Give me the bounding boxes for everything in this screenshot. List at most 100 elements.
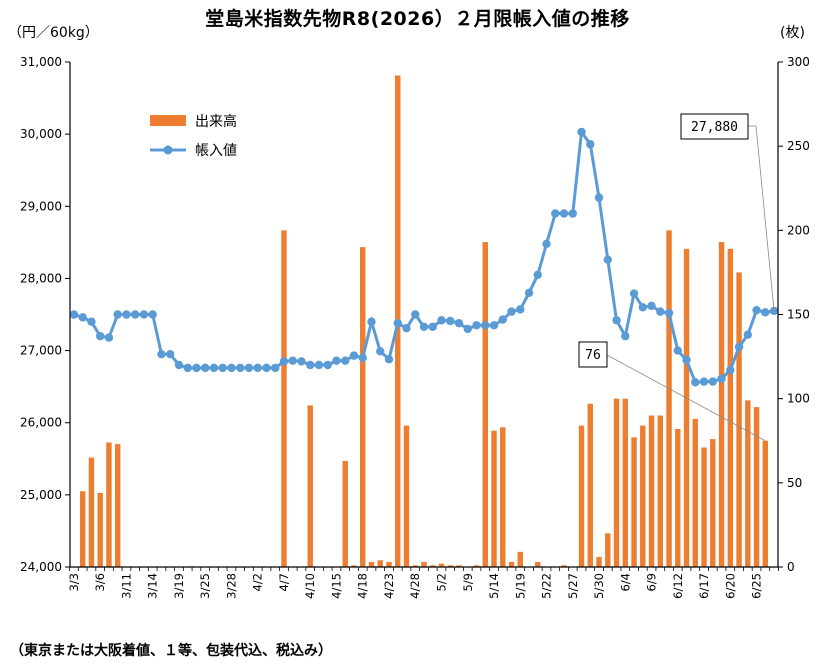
right-tick-label: 100 bbox=[787, 392, 810, 406]
callouts: 27,880 76 bbox=[578, 113, 775, 442]
bar bbox=[657, 415, 664, 567]
x-tick-label: 4/18 bbox=[356, 573, 370, 599]
x-tick-label: 5/27 bbox=[566, 573, 580, 599]
data-point bbox=[376, 347, 385, 356]
data-point bbox=[166, 349, 175, 359]
bar bbox=[648, 415, 655, 567]
data-point bbox=[157, 349, 166, 359]
data-point bbox=[717, 374, 726, 383]
bar bbox=[613, 398, 620, 567]
x-tick-label: 4/7 bbox=[277, 573, 291, 592]
bar bbox=[605, 533, 611, 567]
right-tick-label: 0 bbox=[787, 560, 795, 574]
left-tick-label: 25,000 bbox=[20, 488, 62, 502]
bar bbox=[114, 444, 121, 567]
right-tick-label: 150 bbox=[787, 308, 810, 322]
x-tick-label: 4/2 bbox=[251, 573, 265, 592]
data-point bbox=[542, 239, 551, 248]
bar bbox=[701, 447, 707, 567]
data-point bbox=[577, 127, 586, 137]
data-point bbox=[262, 363, 271, 373]
bar bbox=[447, 565, 453, 567]
left-tick-label: 31,000 bbox=[20, 55, 62, 69]
data-point bbox=[437, 316, 446, 325]
data-point bbox=[682, 355, 691, 365]
x-tick-label: 5/14 bbox=[487, 573, 501, 599]
bar bbox=[482, 242, 488, 567]
left-tick-label: 28,000 bbox=[20, 271, 62, 285]
data-point bbox=[481, 321, 490, 330]
data-point bbox=[629, 289, 639, 298]
data-point bbox=[752, 305, 761, 315]
x-tick-label: 6/12 bbox=[671, 573, 685, 599]
footnote: （東京または大阪着値、１等、包装代込、税込み） bbox=[10, 643, 332, 659]
axes: 24,000 25,000 26,000 27,000 28,000 29,000 30,0… bbox=[20, 55, 810, 599]
data-point bbox=[393, 318, 402, 328]
bar bbox=[360, 247, 366, 567]
data-point bbox=[306, 360, 315, 370]
data-point bbox=[402, 324, 411, 333]
data-point bbox=[218, 363, 227, 373]
x-tick-label: 4/23 bbox=[382, 573, 396, 599]
bar bbox=[745, 400, 751, 567]
data-point bbox=[463, 324, 472, 334]
bar bbox=[403, 425, 410, 567]
bar bbox=[88, 457, 95, 567]
data-point bbox=[428, 322, 437, 331]
bar bbox=[710, 439, 716, 567]
right-tick-label: 300 bbox=[787, 55, 810, 69]
data-point bbox=[586, 140, 595, 149]
data-point bbox=[559, 209, 569, 218]
x-tick-label: 6/20 bbox=[723, 573, 737, 599]
x-tick-label: 3/14 bbox=[146, 573, 160, 599]
x-tick-label: 6/9 bbox=[645, 573, 659, 592]
bar bbox=[351, 565, 357, 567]
x-tick-label: 6/25 bbox=[750, 573, 764, 599]
x-tick-label: 6/17 bbox=[697, 573, 711, 599]
bar bbox=[491, 430, 497, 567]
bar bbox=[368, 561, 375, 567]
x-tick-label: 3/25 bbox=[198, 573, 212, 599]
data-point bbox=[507, 307, 516, 316]
left-axis-unit: （円／60kg） bbox=[8, 25, 99, 41]
data-point bbox=[244, 363, 254, 373]
data-point bbox=[699, 377, 709, 386]
data-point bbox=[551, 209, 560, 218]
legend-line-label: 帳入値 bbox=[195, 143, 237, 159]
bar bbox=[587, 403, 593, 567]
line-series-price bbox=[69, 127, 779, 387]
left-tick-label: 24,000 bbox=[20, 560, 62, 574]
callout-label: 76 bbox=[585, 348, 601, 363]
bar bbox=[430, 565, 436, 567]
data-point bbox=[638, 303, 647, 312]
data-point bbox=[734, 342, 744, 352]
bar bbox=[79, 491, 86, 567]
bar bbox=[666, 230, 672, 568]
data-point bbox=[594, 193, 604, 202]
x-tick-label: 6/4 bbox=[618, 573, 632, 592]
data-point bbox=[384, 355, 394, 364]
data-point bbox=[673, 346, 682, 355]
data-point bbox=[498, 315, 507, 324]
left-tick-label: 27,000 bbox=[20, 344, 62, 358]
bar bbox=[508, 561, 515, 567]
bar-series-volume bbox=[79, 75, 769, 568]
data-point bbox=[472, 321, 481, 330]
data-point bbox=[227, 363, 236, 373]
x-tick-label: 5/30 bbox=[592, 573, 606, 599]
data-point bbox=[358, 353, 367, 362]
x-tick-label: 3/28 bbox=[224, 573, 238, 599]
data-point bbox=[201, 363, 210, 373]
data-point bbox=[323, 360, 332, 370]
bar bbox=[342, 460, 348, 567]
bar bbox=[631, 437, 637, 567]
data-point bbox=[174, 360, 184, 370]
x-tick-label: 4/15 bbox=[329, 573, 343, 599]
data-point bbox=[664, 308, 674, 318]
x-tick-label: 5/19 bbox=[513, 573, 527, 599]
data-point bbox=[516, 305, 525, 314]
left-tick-label: 29,000 bbox=[20, 199, 62, 213]
callout-leader bbox=[606, 354, 766, 442]
callout-leader bbox=[755, 125, 775, 311]
data-point bbox=[691, 378, 700, 387]
